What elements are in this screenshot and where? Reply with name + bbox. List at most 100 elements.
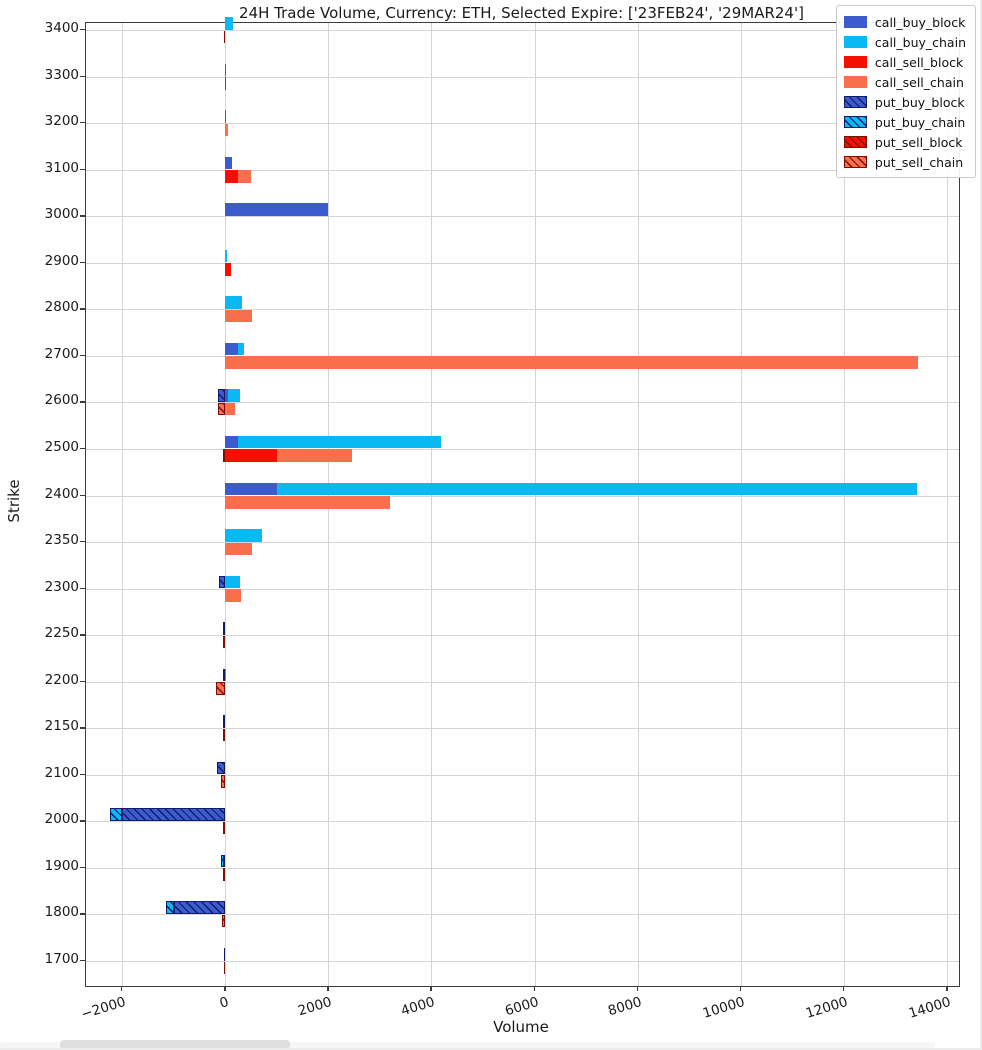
bar-segment-put_sell_block-1700	[223, 961, 226, 974]
bar-segment-put_sell_block-2000	[223, 821, 226, 835]
legend-swatch-put_sell_block	[843, 136, 867, 148]
grid-line-horizontal	[86, 588, 959, 590]
grid-line-horizontal	[86, 309, 959, 311]
bar-segment-put_buy_chain-2000	[110, 808, 123, 821]
legend-label-put_sell_chain: put_sell_chain	[874, 154, 964, 170]
bar-segment-call_buy_block-3100	[225, 156, 232, 170]
bar-segment-put_sell_chain-2600	[218, 402, 226, 416]
bar-segment-call_buy_chain-2200	[225, 668, 227, 682]
y-tick-label: 2250	[44, 625, 79, 642]
x-tick-mark	[636, 986, 639, 991]
bar-segment-call_buy_chain-2350	[225, 529, 263, 542]
grid-line-horizontal	[86, 774, 959, 776]
legend-swatch-call_sell_block	[843, 56, 867, 68]
legend-swatch-put_buy_chain	[843, 116, 867, 128]
legend: call_buy_block call_buy_chain call_sell_bl…	[835, 5, 976, 178]
grid-line-horizontal	[86, 961, 959, 962]
y-tick-label: 3000	[44, 206, 79, 223]
grid-line-horizontal	[86, 728, 959, 730]
y-tick-label: 2800	[44, 299, 79, 316]
y-tick-mark	[80, 727, 85, 729]
y-tick-mark	[80, 215, 85, 217]
bar-segment-put_buy_chain-2200	[223, 668, 226, 682]
bar-segment-call_buy_chain-2900	[225, 249, 228, 263]
grid-line-horizontal	[86, 76, 959, 78]
bar-segment-call_sell_block-2500	[225, 449, 277, 462]
bottom-edge-strip	[0, 1048, 982, 1050]
x-tick-label: 14000	[907, 994, 953, 1022]
bar-segment-call_sell_chain-2500	[276, 449, 352, 462]
bar-segment-call_sell_block-3300	[225, 77, 227, 90]
y-tick-label: 3400	[44, 20, 79, 36]
grid-line-vertical	[740, 23, 742, 986]
grid-line-vertical	[122, 23, 124, 986]
y-tick-label: 2100	[44, 764, 79, 781]
y-tick-mark	[80, 587, 85, 589]
legend-item-call_sell_chain: call_sell_chain	[843, 72, 966, 92]
y-tick-mark	[80, 913, 85, 915]
x-tick-label: 2000	[296, 994, 335, 1020]
grid-line-horizontal	[86, 495, 959, 497]
x-tick-label: −2000	[79, 994, 128, 1023]
y-tick-mark	[80, 541, 85, 543]
y-tick-label: 2000	[44, 811, 79, 828]
bar-segment-put_sell_chain-1800	[222, 914, 226, 928]
legend-item-call_buy_chain: call_buy_chain	[843, 32, 966, 52]
x-tick-label: 8000	[605, 994, 644, 1020]
legend-swatch-call_sell_chain	[843, 76, 867, 88]
grid-line-horizontal	[86, 216, 959, 218]
y-tick-mark	[80, 308, 85, 310]
grid-line-horizontal	[86, 448, 959, 450]
grid-line-horizontal	[86, 635, 959, 637]
y-tick-label: 2700	[44, 345, 79, 362]
grid-line-horizontal	[86, 681, 959, 683]
grid-line-horizontal	[86, 867, 959, 869]
y-tick-label: 2300	[44, 578, 79, 595]
bar-segment-call_sell_block-3100	[225, 170, 239, 183]
legend-item-put_sell_chain: put_sell_chain	[843, 152, 966, 172]
x-tick-mark	[224, 986, 226, 991]
bar-segment-call_sell_chain-2700	[225, 356, 919, 369]
y-tick-label: 3100	[44, 159, 79, 176]
x-tick-label: 4000	[399, 994, 438, 1020]
bar-segment-put_sell_block-3400	[224, 30, 226, 43]
grid-line-vertical	[637, 23, 639, 986]
x-tick-label: 10000	[700, 994, 747, 1022]
bar-segment-put_buy_block-2600	[218, 389, 226, 402]
bottom-gray-strip-light	[0, 1042, 935, 1049]
bar-segment-call_buy_chain-2700	[238, 342, 245, 356]
grid-line-horizontal	[86, 123, 959, 125]
grid-line-horizontal	[86, 169, 959, 171]
grid-line-vertical	[947, 23, 949, 986]
x-tick-mark	[739, 986, 742, 991]
legend-items: call_buy_block call_buy_chain call_sell_bl…	[843, 12, 966, 172]
bar-segment-call_buy_chain-2300	[225, 575, 241, 589]
bar-segment-put_sell_chain-2100	[220, 775, 226, 788]
y-tick-label: 2500	[44, 438, 79, 455]
legend-swatch-call_buy_chain	[843, 36, 867, 48]
legend-swatch-call_buy_block	[843, 16, 867, 28]
y-tick-mark	[80, 168, 85, 171]
y-tick-mark	[80, 866, 85, 869]
y-tick-mark	[80, 122, 85, 124]
bar-segment-call_buy_block-3000	[225, 203, 329, 216]
grid-line-vertical	[431, 23, 433, 986]
y-tick-label: 2350	[44, 532, 79, 549]
bar-segment-put_sell_chain-2500	[222, 449, 226, 462]
x-tick-mark	[327, 986, 329, 991]
y-tick-label: 2200	[44, 671, 79, 688]
grid-line-horizontal	[86, 542, 959, 544]
legend-swatch-put_buy_block	[843, 96, 867, 108]
y-tick-label: 1800	[44, 904, 79, 921]
bar-segment-put_buy_chain-1900	[221, 854, 225, 868]
bar-segment-put_sell_chain-2200	[216, 682, 226, 695]
bar-segment-call_sell_chain-2400	[225, 496, 391, 509]
bar-segment-call_sell_chain-2800	[225, 309, 252, 323]
y-tick-mark	[80, 773, 85, 776]
y-tick-label: 2900	[44, 252, 79, 269]
bar-segment-put_buy_block-2100	[216, 761, 226, 775]
legend-item-put_buy_block: put_buy_block	[843, 92, 966, 112]
bar-segment-put_buy_block-1900	[224, 854, 226, 868]
grid-line-horizontal	[86, 914, 959, 916]
bar-segment-call_sell_chain-2350	[225, 542, 253, 556]
